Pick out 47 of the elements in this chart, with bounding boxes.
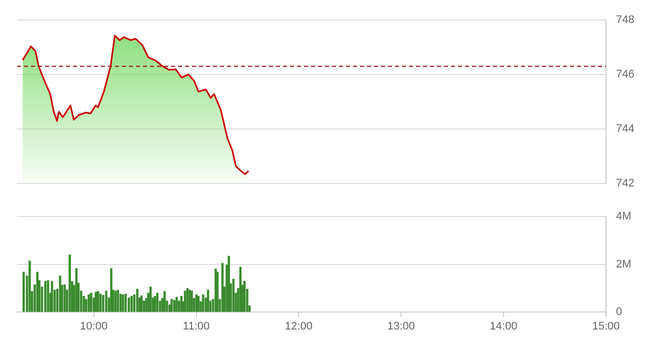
bar	[214, 268, 217, 312]
bar	[170, 299, 173, 312]
bar	[202, 294, 204, 312]
bar	[88, 294, 90, 312]
bar	[58, 276, 62, 312]
bar	[114, 290, 117, 312]
y-tick-label: 742	[616, 177, 634, 190]
bar	[46, 280, 50, 312]
bar	[173, 300, 176, 312]
bar	[90, 292, 92, 312]
bar	[190, 290, 193, 312]
bar	[184, 290, 186, 312]
x-tick-label: 14:00	[490, 320, 518, 333]
bar	[195, 294, 198, 312]
bar	[228, 256, 230, 312]
bar	[44, 280, 47, 312]
bar	[130, 296, 133, 312]
y-tick-label: 2M	[616, 258, 632, 270]
x-tick-label: 15:00	[592, 320, 620, 333]
bar	[128, 298, 130, 312]
y-tick-label: 746	[616, 68, 634, 80]
bar	[102, 294, 104, 312]
y-tick-label: 4M	[616, 210, 632, 223]
bar	[64, 284, 66, 312]
bar	[28, 260, 31, 312]
bar	[22, 272, 25, 312]
bar	[176, 296, 178, 312]
x-tick-label: 13:00	[387, 320, 415, 333]
y-tick-label: 0	[616, 306, 622, 318]
bar	[68, 254, 71, 312]
bar	[116, 290, 120, 312]
bar	[136, 288, 138, 312]
x-tick-label: 10:00	[80, 320, 108, 333]
bar	[94, 292, 98, 312]
bar	[156, 292, 158, 312]
bar	[163, 291, 166, 312]
x-tick-label: 12:00	[284, 320, 312, 333]
y-tick-label: 748	[616, 14, 634, 26]
bar	[186, 288, 188, 312]
x-tick-label: 11:00	[182, 320, 210, 333]
bar	[206, 290, 210, 312]
bar	[105, 290, 108, 312]
bar	[188, 290, 191, 312]
bar	[50, 281, 54, 312]
y-tick-label: 744	[616, 122, 634, 135]
bar	[97, 291, 100, 312]
bar	[110, 268, 112, 312]
